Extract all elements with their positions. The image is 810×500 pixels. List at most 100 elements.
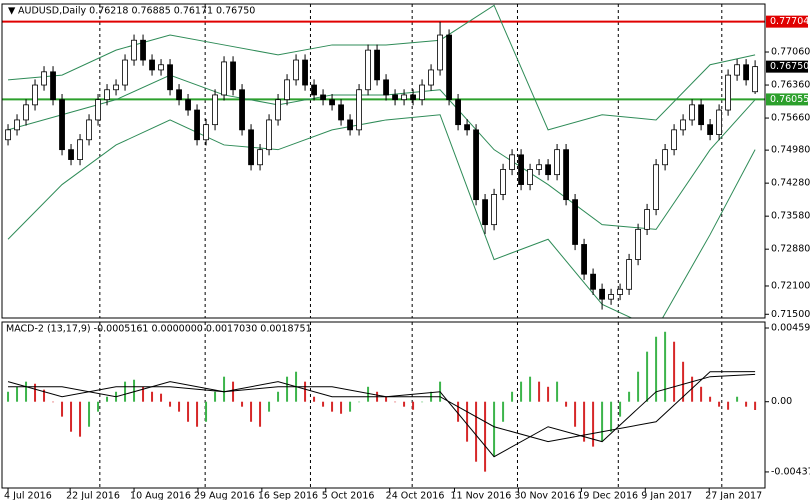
candle-body — [14, 119, 20, 131]
histogram-bar — [241, 401, 244, 407]
histogram-bar — [610, 401, 613, 432]
candle-body — [338, 104, 344, 121]
histogram-bar — [484, 401, 487, 472]
candle-body — [671, 129, 677, 151]
candle-body — [275, 99, 281, 121]
candle-body — [59, 99, 65, 151]
candle-body — [617, 288, 623, 295]
histogram-bar — [673, 341, 676, 402]
x-tick-label: 30 Nov 2016 — [514, 491, 575, 500]
candle-body — [230, 61, 236, 91]
histogram-bar — [646, 351, 649, 402]
x-tick-label: 29 Aug 2016 — [194, 491, 255, 500]
price-frame — [1, 3, 766, 319]
histogram-bar — [232, 381, 235, 402]
y-tick-label: 0.00 — [771, 396, 792, 407]
histogram-bar — [565, 401, 568, 407]
candle-body — [626, 259, 632, 290]
histogram-bar — [736, 396, 739, 402]
histogram-bar — [691, 376, 694, 402]
histogram-bar — [205, 401, 208, 422]
histogram-bar — [466, 401, 469, 442]
histogram-bar — [7, 391, 10, 402]
price-panel — [2, 4, 765, 318]
histogram-bar — [727, 401, 730, 410]
level-price-label: 0.76055 — [770, 94, 809, 105]
candle-body — [644, 209, 650, 230]
macd-header: MACD-2 (13,17,9) -0.0005161 0.0000000 0.… — [6, 324, 312, 335]
candle-body — [563, 149, 569, 201]
candle-body — [698, 104, 704, 126]
histogram-bar — [25, 381, 28, 402]
candle-body — [50, 71, 56, 101]
candle-body — [545, 164, 551, 176]
y-tick-label: 0.77060 — [771, 47, 810, 58]
histogram-bar — [169, 401, 172, 407]
histogram-bar — [628, 391, 631, 402]
y-tick-label: 0.74980 — [771, 145, 810, 156]
histogram-bar — [457, 401, 460, 422]
candle-body — [194, 109, 200, 141]
histogram-bar — [196, 401, 199, 427]
candle-body — [32, 84, 38, 106]
candle-body — [464, 124, 470, 131]
candle-body — [734, 64, 740, 76]
x-tick-label: 11 Nov 2016 — [450, 491, 511, 500]
histogram-bar — [745, 401, 748, 407]
candle-body — [365, 49, 371, 91]
candle-body — [527, 169, 533, 185]
candle-body — [284, 79, 290, 101]
candle-body — [419, 84, 425, 101]
candle-body — [131, 39, 137, 61]
candle-body — [599, 288, 605, 300]
histogram-bar — [16, 386, 19, 402]
histogram-bar — [421, 401, 424, 403]
candle-body — [374, 49, 380, 81]
candle-body — [140, 39, 146, 61]
candle-body — [518, 154, 524, 185]
histogram-bar — [511, 391, 514, 402]
candle-body — [356, 89, 362, 131]
candle-body — [104, 89, 110, 101]
histogram-bar — [322, 401, 325, 407]
candle-body — [401, 94, 407, 101]
candle-body — [203, 124, 209, 141]
candle-body — [311, 84, 317, 96]
macd-signal-line — [8, 371, 756, 443]
candle-body — [221, 61, 227, 96]
histogram-bar — [223, 376, 226, 402]
candle-body — [608, 294, 614, 300]
histogram-bar — [124, 381, 127, 402]
histogram-bar — [286, 376, 289, 402]
candle-body — [149, 59, 155, 71]
histogram-bar — [97, 401, 100, 412]
last-price-label: 0.76750 — [770, 61, 809, 72]
x-tick-label: 19 Dec 2016 — [577, 491, 638, 500]
histogram-bar — [151, 391, 154, 402]
candle-body — [392, 94, 398, 101]
candle-body — [653, 164, 659, 210]
histogram-bar — [664, 331, 667, 402]
histogram-bar — [367, 386, 370, 402]
histogram-bar — [709, 396, 712, 402]
histogram-bar — [718, 401, 721, 407]
histogram-bar — [259, 401, 262, 427]
x-tick-label: 16 Sep 2016 — [258, 491, 318, 500]
y-tick-label: 0.004595 — [771, 323, 810, 334]
candle-body — [5, 129, 11, 141]
candle-body — [581, 244, 587, 275]
histogram-bar — [655, 336, 658, 402]
candle-body — [662, 149, 668, 166]
candle-body — [257, 149, 263, 166]
level-price-label: 0.77704 — [770, 16, 809, 27]
candle-body — [491, 194, 497, 226]
y-tick-label: -0.004378 — [771, 466, 810, 477]
candle-body — [23, 104, 29, 121]
y-tick-label: 0.76360 — [771, 80, 810, 91]
histogram-bar — [637, 371, 640, 402]
histogram-bar — [349, 401, 352, 412]
candle-body — [446, 34, 452, 101]
histogram-bar — [592, 401, 595, 447]
histogram-bar — [214, 391, 217, 402]
candle-body — [95, 99, 101, 121]
